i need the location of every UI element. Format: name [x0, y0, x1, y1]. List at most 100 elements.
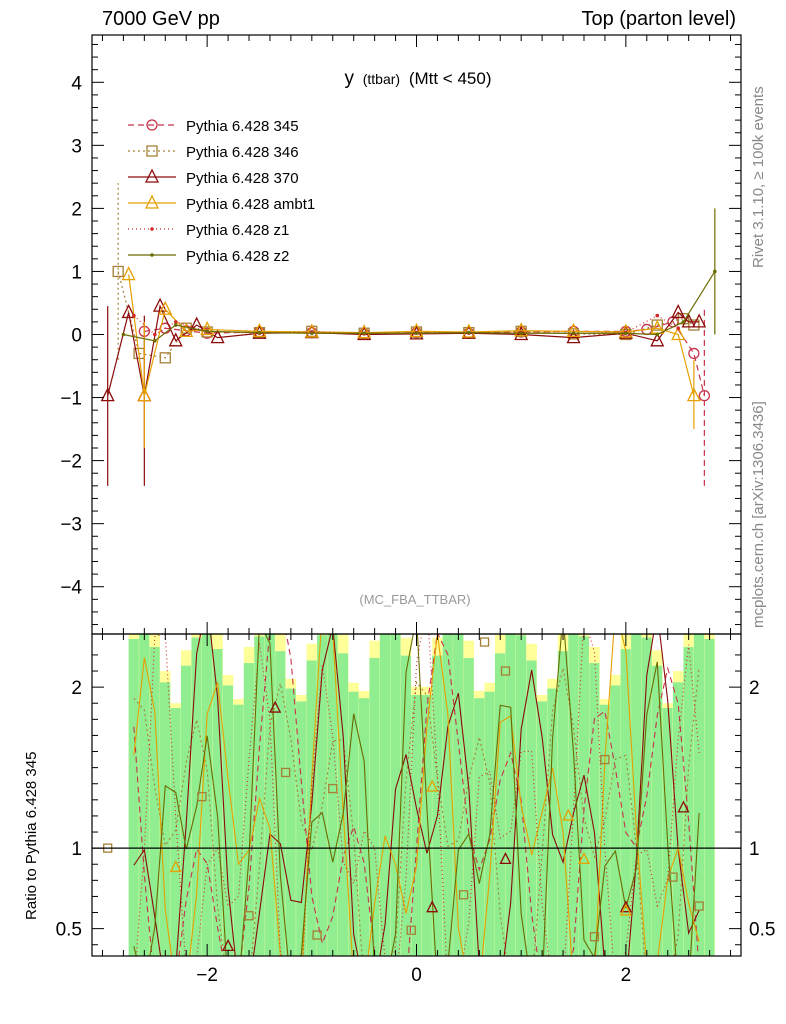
legend-label: Pythia 6.428 z1 — [186, 222, 289, 239]
data-point — [698, 390, 711, 402]
data-point — [210, 329, 225, 344]
band-green — [411, 694, 422, 956]
ratio-marker — [677, 800, 690, 813]
y-tick-label: −2 — [60, 452, 82, 473]
legend-label: Pythia 6.428 345 — [186, 118, 299, 135]
band-green — [495, 653, 506, 956]
band-green — [547, 688, 558, 956]
band-green — [568, 634, 579, 956]
band-green — [599, 704, 610, 956]
band-green — [348, 691, 359, 956]
x-tick-label: 0 — [411, 965, 422, 986]
ratio-marker — [328, 783, 338, 794]
band-green — [170, 708, 181, 956]
band-green — [484, 691, 495, 956]
data-point — [655, 332, 660, 337]
data-point — [566, 322, 581, 337]
data-point — [519, 331, 523, 336]
data-point — [168, 332, 183, 347]
band-green — [327, 634, 338, 956]
y-tick-label: 4 — [71, 73, 82, 94]
band-green — [400, 655, 411, 956]
band-green — [474, 698, 485, 956]
ratio-marker — [269, 700, 282, 713]
data-point — [676, 326, 680, 330]
band-green — [421, 694, 432, 956]
data-point — [257, 330, 262, 335]
band-green — [536, 701, 548, 956]
data-point — [671, 326, 686, 341]
legend-marker — [146, 145, 158, 157]
ratio-curve — [133, 667, 700, 956]
legend-label: Pythia 6.428 z2 — [186, 248, 289, 265]
band-green — [296, 701, 307, 956]
data-point — [571, 331, 576, 336]
band-green — [160, 682, 171, 956]
band-green — [620, 649, 631, 956]
data-point — [650, 319, 665, 334]
data-point — [514, 322, 529, 337]
data-point — [409, 322, 424, 337]
data-point — [121, 303, 136, 319]
band-green — [672, 682, 684, 956]
data-point — [152, 297, 168, 312]
band-green — [526, 660, 537, 956]
ratio-curve — [133, 634, 700, 956]
data-point — [153, 332, 157, 337]
band-green — [275, 651, 286, 956]
band-green — [233, 704, 244, 956]
band-green — [578, 636, 589, 956]
ratio-y-tick-label: 2 — [71, 678, 82, 699]
header-left: 7000 GeV pp — [102, 8, 220, 30]
data-point — [414, 331, 419, 336]
band-green — [631, 634, 642, 956]
x-tick-label: −2 — [196, 965, 218, 986]
band-green — [128, 638, 139, 956]
series-line — [117, 271, 695, 359]
ratio-marker — [668, 872, 678, 882]
band-green — [201, 634, 213, 956]
legend-marker — [144, 194, 160, 209]
ratio-marker — [406, 925, 416, 935]
band-green — [212, 649, 223, 956]
band-green — [610, 685, 621, 956]
title-cut: (Mtt < 450) — [409, 69, 492, 88]
data-point — [650, 332, 665, 347]
ratio-curve — [133, 634, 700, 956]
legend-marker — [146, 119, 158, 131]
legend-marker — [144, 168, 160, 183]
data-point — [137, 387, 152, 402]
band-green — [505, 634, 516, 956]
data-point — [461, 323, 476, 338]
ratio-marker — [312, 930, 322, 940]
data-point — [252, 322, 267, 337]
legend-label: Pythia 6.428 ambt1 — [186, 196, 315, 213]
ratio-marker — [458, 890, 469, 900]
ratio-marker — [619, 903, 632, 916]
y-tick-label: −3 — [60, 515, 82, 536]
data-point — [153, 339, 157, 343]
ratio-y-tick-label: 1 — [71, 839, 82, 860]
band-green — [453, 634, 464, 956]
data-point — [688, 319, 700, 331]
rivet-label: Rivet 3.1.10, ≥ 100k events — [750, 86, 767, 268]
y-tick-label: 1 — [71, 262, 82, 283]
data-point — [159, 352, 171, 364]
title-sub: (ttbar) — [363, 71, 400, 87]
data-point — [681, 320, 686, 324]
data-point — [686, 387, 701, 402]
data-point — [357, 324, 372, 339]
data-point — [681, 313, 696, 328]
ratio-marker — [281, 767, 291, 778]
band-green — [557, 651, 568, 956]
band-green — [139, 634, 150, 956]
ratio-marker — [479, 637, 490, 647]
legend-label: Pythia 6.428 370 — [186, 170, 299, 187]
ratio-marker — [426, 779, 439, 792]
band-green — [149, 647, 160, 956]
ratio-y-tick-label: 0.5 — [56, 920, 82, 941]
data-point — [362, 331, 366, 336]
data-point — [671, 303, 686, 319]
ratio-marker — [589, 932, 600, 942]
